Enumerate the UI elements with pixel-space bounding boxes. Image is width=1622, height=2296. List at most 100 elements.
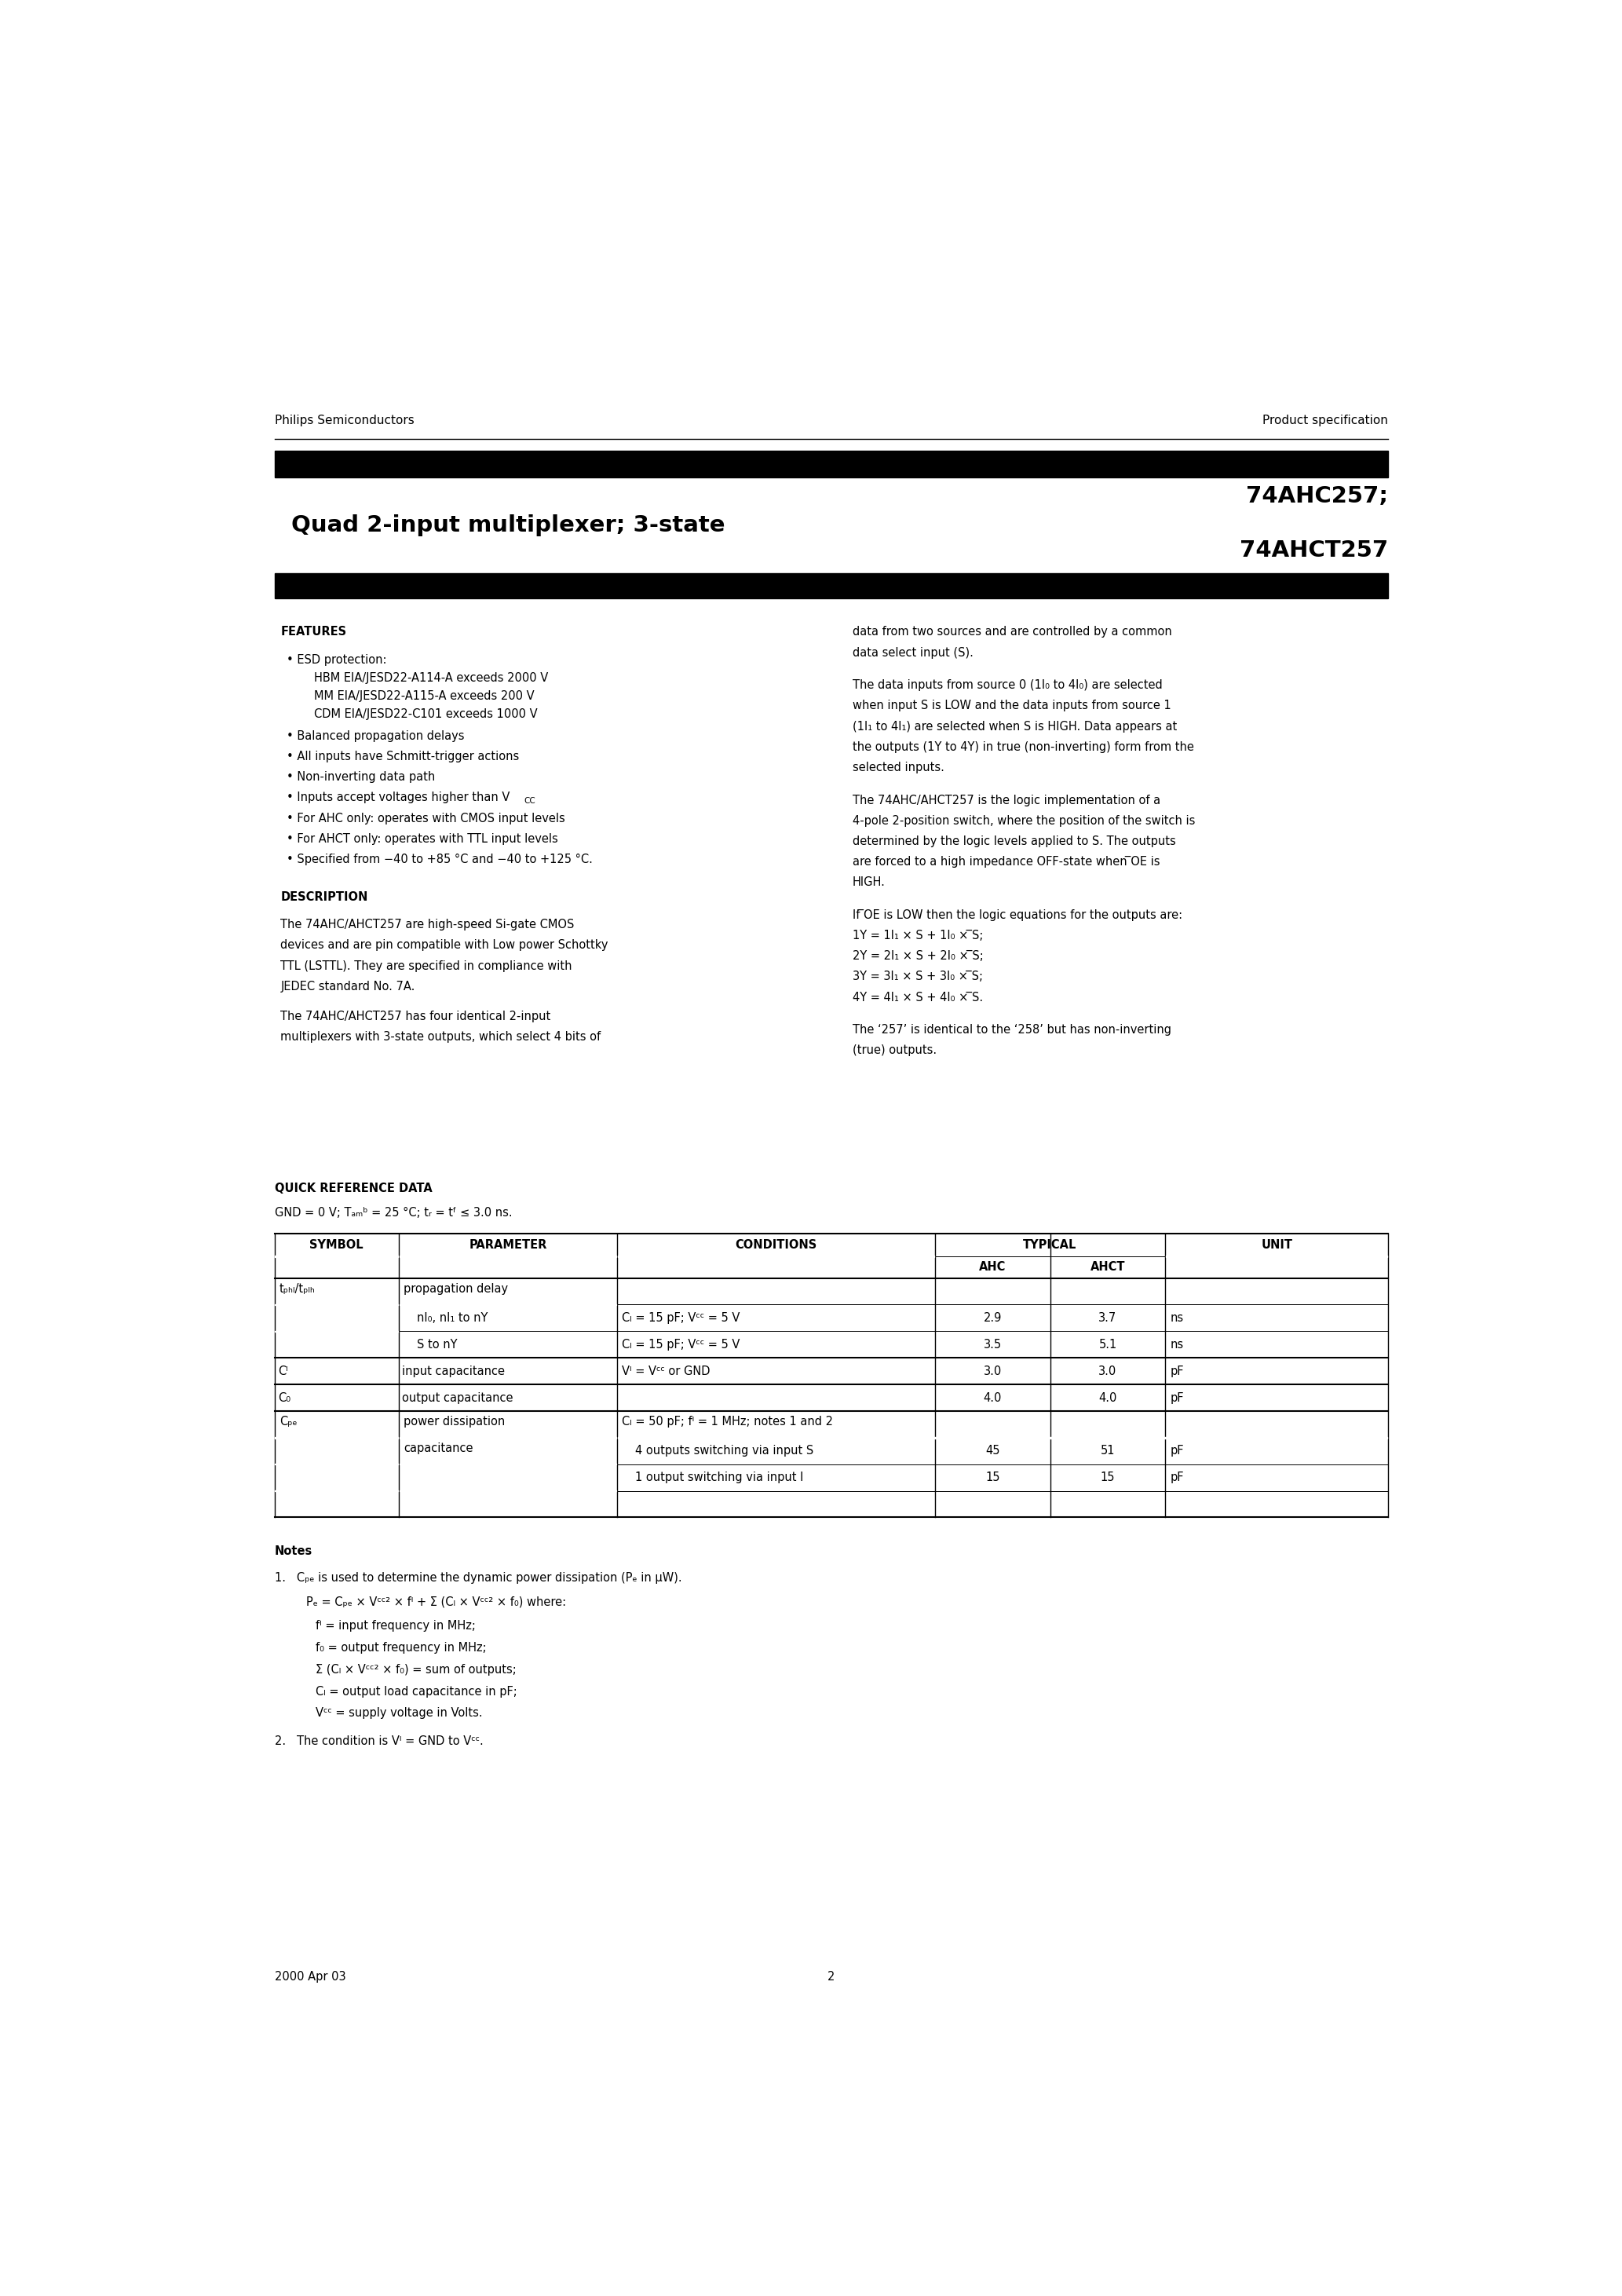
Text: fᴵ = input frequency in MHz;: fᴵ = input frequency in MHz; bbox=[316, 1621, 475, 1632]
Text: AHCT: AHCT bbox=[1090, 1261, 1126, 1272]
Text: 15: 15 bbox=[1101, 1472, 1114, 1483]
Text: 3.0: 3.0 bbox=[983, 1366, 1002, 1378]
Text: 4.0: 4.0 bbox=[983, 1391, 1002, 1403]
Text: tₚₕₗ/tₚₗₕ: tₚₕₗ/tₚₗₕ bbox=[279, 1283, 315, 1295]
Text: 45: 45 bbox=[985, 1444, 999, 1456]
Text: 2Y = 2I₁ × S + 2I₀ × ̅S;: 2Y = 2I₁ × S + 2I₀ × ̅S; bbox=[853, 951, 983, 962]
Text: • Specified from −40 to +85 °C and −40 to +125 °C.: • Specified from −40 to +85 °C and −40 t… bbox=[287, 854, 592, 866]
Text: Cₚₑ: Cₚₑ bbox=[279, 1417, 297, 1428]
Text: • Inputs accept voltages higher than V: • Inputs accept voltages higher than V bbox=[287, 792, 509, 804]
Text: propagation delay: propagation delay bbox=[404, 1283, 508, 1295]
Text: pF: pF bbox=[1169, 1472, 1184, 1483]
Text: f₀ = output frequency in MHz;: f₀ = output frequency in MHz; bbox=[316, 1642, 487, 1653]
Text: when input S is LOW and the data inputs from source 1: when input S is LOW and the data inputs … bbox=[853, 700, 1171, 712]
Text: 2.9: 2.9 bbox=[983, 1311, 1002, 1325]
Text: output capacitance: output capacitance bbox=[402, 1391, 514, 1403]
Text: pF: pF bbox=[1169, 1366, 1184, 1378]
Text: 3.7: 3.7 bbox=[1098, 1311, 1118, 1325]
Text: Cₗ = output load capacitance in pF;: Cₗ = output load capacitance in pF; bbox=[316, 1685, 517, 1697]
Text: UNIT: UNIT bbox=[1260, 1240, 1293, 1251]
Text: 15: 15 bbox=[985, 1472, 999, 1483]
Text: are forced to a high impedance OFF-state when ̅OE is: are forced to a high impedance OFF-state… bbox=[853, 856, 1160, 868]
Text: nI₀, nI₁ to nY: nI₀, nI₁ to nY bbox=[417, 1311, 488, 1325]
Text: Quad 2-input multiplexer; 3-state: Quad 2-input multiplexer; 3-state bbox=[292, 514, 725, 537]
Text: 1 output switching via input I: 1 output switching via input I bbox=[636, 1472, 803, 1483]
Text: pF: pF bbox=[1169, 1444, 1184, 1456]
Text: Philips Semiconductors: Philips Semiconductors bbox=[274, 416, 414, 427]
Text: MM EIA/JESD22-A115-A exceeds 200 V: MM EIA/JESD22-A115-A exceeds 200 V bbox=[315, 691, 534, 703]
Text: Notes: Notes bbox=[274, 1545, 313, 1557]
Text: 4 outputs switching via input S: 4 outputs switching via input S bbox=[636, 1444, 814, 1456]
Text: S to nY: S to nY bbox=[417, 1339, 457, 1350]
Text: SYMBOL: SYMBOL bbox=[310, 1240, 363, 1251]
Text: devices and are pin compatible with Low power Schottky: devices and are pin compatible with Low … bbox=[281, 939, 608, 951]
Text: QUICK REFERENCE DATA: QUICK REFERENCE DATA bbox=[274, 1182, 431, 1194]
Text: 3.0: 3.0 bbox=[1098, 1366, 1118, 1378]
Text: Vᶜᶜ = supply voltage in Volts.: Vᶜᶜ = supply voltage in Volts. bbox=[316, 1708, 483, 1720]
Text: AHC: AHC bbox=[980, 1261, 1006, 1272]
Text: ns: ns bbox=[1169, 1339, 1184, 1350]
Text: PARAMETER: PARAMETER bbox=[469, 1240, 547, 1251]
Text: TYPICAL: TYPICAL bbox=[1023, 1240, 1077, 1251]
Text: capacitance: capacitance bbox=[404, 1442, 474, 1453]
Text: JEDEC standard No. 7A.: JEDEC standard No. 7A. bbox=[281, 980, 415, 992]
Text: Σ (Cₗ × Vᶜᶜ² × f₀) = sum of outputs;: Σ (Cₗ × Vᶜᶜ² × f₀) = sum of outputs; bbox=[316, 1665, 517, 1676]
Text: 5.1: 5.1 bbox=[1098, 1339, 1118, 1350]
Text: Product specification: Product specification bbox=[1262, 416, 1388, 427]
Text: the outputs (1Y to 4Y) in true (non-inverting) form from the: the outputs (1Y to 4Y) in true (non-inve… bbox=[853, 742, 1194, 753]
Text: The 74AHC/AHCT257 are high-speed Si-gate CMOS: The 74AHC/AHCT257 are high-speed Si-gate… bbox=[281, 918, 574, 930]
Text: 4-pole 2-position switch, where the position of the switch is: 4-pole 2-position switch, where the posi… bbox=[853, 815, 1195, 827]
Text: data select input (S).: data select input (S). bbox=[853, 647, 973, 659]
Bar bbox=[274, 450, 1388, 478]
Text: • Balanced propagation delays: • Balanced propagation delays bbox=[287, 730, 464, 742]
Text: • For AHCT only: operates with TTL input levels: • For AHCT only: operates with TTL input… bbox=[287, 833, 558, 845]
Text: Vᴵ = Vᶜᶜ or GND: Vᴵ = Vᶜᶜ or GND bbox=[621, 1366, 710, 1378]
Text: CONDITIONS: CONDITIONS bbox=[735, 1240, 817, 1251]
Text: FEATURES: FEATURES bbox=[281, 627, 347, 638]
Text: pF: pF bbox=[1169, 1391, 1184, 1403]
Text: data from two sources and are controlled by a common: data from two sources and are controlled… bbox=[853, 627, 1173, 638]
Text: (1I₁ to 4I₁) are selected when S is HIGH. Data appears at: (1I₁ to 4I₁) are selected when S is HIGH… bbox=[853, 721, 1178, 732]
Text: ns: ns bbox=[1169, 1311, 1184, 1325]
Text: GND = 0 V; Tₐₘᵇ = 25 °C; tᵣ = tᶠ ≤ 3.0 ns.: GND = 0 V; Tₐₘᵇ = 25 °C; tᵣ = tᶠ ≤ 3.0 n… bbox=[274, 1208, 513, 1219]
Text: 74AHC257;: 74AHC257; bbox=[1246, 484, 1388, 507]
Text: power dissipation: power dissipation bbox=[404, 1417, 504, 1428]
Text: • ESD protection:: • ESD protection: bbox=[287, 654, 386, 666]
Text: multiplexers with 3-state outputs, which select 4 bits of: multiplexers with 3-state outputs, which… bbox=[281, 1031, 602, 1042]
Text: HIGH.: HIGH. bbox=[853, 877, 886, 889]
Text: Cₗ = 15 pF; Vᶜᶜ = 5 V: Cₗ = 15 pF; Vᶜᶜ = 5 V bbox=[621, 1311, 740, 1325]
Text: If ̅OE is LOW then the logic equations for the outputs are:: If ̅OE is LOW then the logic equations f… bbox=[853, 909, 1182, 921]
Text: 2000 Apr 03: 2000 Apr 03 bbox=[274, 1970, 345, 1984]
Text: CC: CC bbox=[524, 797, 535, 804]
Text: The data inputs from source 0 (1I₀ to 4I₀) are selected: The data inputs from source 0 (1I₀ to 4I… bbox=[853, 680, 1163, 691]
Text: • Non-inverting data path: • Non-inverting data path bbox=[287, 771, 435, 783]
Text: 2.   The condition is Vᴵ = GND to Vᶜᶜ.: 2. The condition is Vᴵ = GND to Vᶜᶜ. bbox=[274, 1736, 483, 1747]
Text: 3Y = 3I₁ × S + 3I₀ × ̅S;: 3Y = 3I₁ × S + 3I₀ × ̅S; bbox=[853, 971, 983, 983]
Text: • All inputs have Schmitt-trigger actions: • All inputs have Schmitt-trigger action… bbox=[287, 751, 519, 762]
Text: (true) outputs.: (true) outputs. bbox=[853, 1045, 936, 1056]
Text: HBM EIA/JESD22-A114-A exceeds 2000 V: HBM EIA/JESD22-A114-A exceeds 2000 V bbox=[315, 673, 548, 684]
Text: 4.0: 4.0 bbox=[1098, 1391, 1118, 1403]
Text: Cₗ = 50 pF; fᴵ = 1 MHz; notes 1 and 2: Cₗ = 50 pF; fᴵ = 1 MHz; notes 1 and 2 bbox=[621, 1417, 834, 1428]
Text: Cᴵ: Cᴵ bbox=[279, 1366, 289, 1378]
Text: 1.   Cₚₑ is used to determine the dynamic power dissipation (Pₑ in μW).: 1. Cₚₑ is used to determine the dynamic … bbox=[274, 1573, 681, 1584]
Text: 2: 2 bbox=[827, 1970, 835, 1984]
Text: selected inputs.: selected inputs. bbox=[853, 762, 944, 774]
Bar bbox=[274, 574, 1388, 599]
Text: • For AHC only: operates with CMOS input levels: • For AHC only: operates with CMOS input… bbox=[287, 813, 564, 824]
Text: 3.5: 3.5 bbox=[983, 1339, 1002, 1350]
Text: DESCRIPTION: DESCRIPTION bbox=[281, 891, 368, 902]
Text: C₀: C₀ bbox=[279, 1391, 290, 1403]
Text: The 74AHC/AHCT257 has four identical 2-input: The 74AHC/AHCT257 has four identical 2-i… bbox=[281, 1010, 551, 1022]
Text: Cₗ = 15 pF; Vᶜᶜ = 5 V: Cₗ = 15 pF; Vᶜᶜ = 5 V bbox=[621, 1339, 740, 1350]
Text: TTL (LSTTL). They are specified in compliance with: TTL (LSTTL). They are specified in compl… bbox=[281, 960, 573, 971]
Text: Pₑ = Cₚₑ × Vᶜᶜ² × fᴵ + Σ (Cₗ × Vᶜᶜ² × f₀) where:: Pₑ = Cₚₑ × Vᶜᶜ² × fᴵ + Σ (Cₗ × Vᶜᶜ² × f₀… bbox=[307, 1596, 566, 1607]
Text: input capacitance: input capacitance bbox=[402, 1366, 504, 1378]
Text: 4Y = 4I₁ × S + 4I₀ × ̅S.: 4Y = 4I₁ × S + 4I₀ × ̅S. bbox=[853, 992, 983, 1003]
Text: The ‘257’ is identical to the ‘258’ but has non-inverting: The ‘257’ is identical to the ‘258’ but … bbox=[853, 1024, 1171, 1035]
Text: The 74AHC/AHCT257 is the logic implementation of a: The 74AHC/AHCT257 is the logic implement… bbox=[853, 794, 1160, 806]
Text: 1Y = 1I₁ × S + 1I₀ × ̅S;: 1Y = 1I₁ × S + 1I₀ × ̅S; bbox=[853, 930, 983, 941]
Text: determined by the logic levels applied to S. The outputs: determined by the logic levels applied t… bbox=[853, 836, 1176, 847]
Text: CDM EIA/JESD22-C101 exceeds 1000 V: CDM EIA/JESD22-C101 exceeds 1000 V bbox=[315, 709, 537, 721]
Text: 74AHCT257: 74AHCT257 bbox=[1239, 540, 1388, 563]
